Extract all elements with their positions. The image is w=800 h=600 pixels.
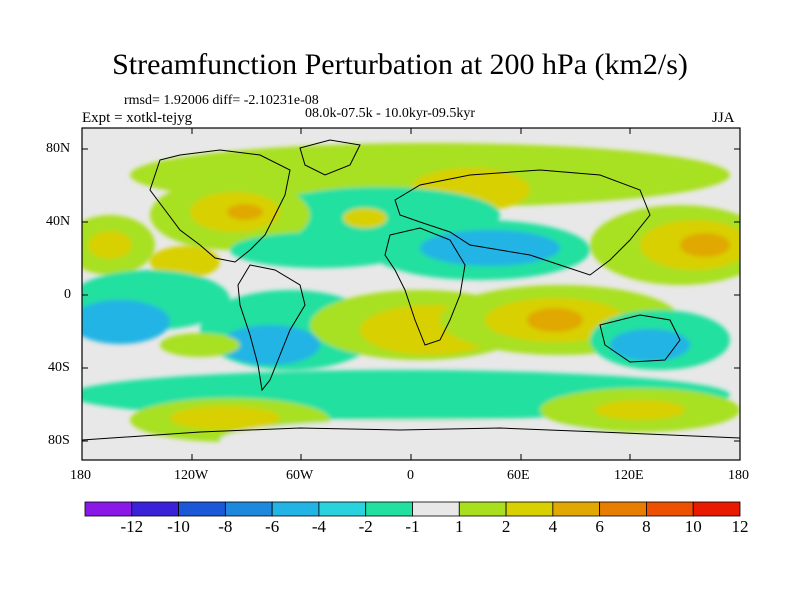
colorbar-swatch	[84, 501, 133, 517]
coast-africa	[384, 227, 466, 346]
colorbar-label: 2	[501, 517, 511, 536]
lat-label-40n: 40N	[46, 214, 71, 229]
lon-label-60w: 60W	[286, 468, 314, 483]
lon-label-180e: 180	[728, 468, 749, 483]
colorbar-swatch	[131, 501, 179, 517]
field-indian-pos-core	[527, 308, 583, 332]
colorbar-swatch	[224, 501, 273, 517]
rmsd-label: rmsd= 1.92006 diff= -2.10231e-08	[124, 93, 319, 108]
field-spacific-pos	[160, 333, 240, 357]
coastlines	[82, 139, 740, 441]
colorbar-label: -10	[167, 517, 190, 536]
field-pacific-pos-2	[150, 246, 220, 278]
field-trop-atlantic-neg	[230, 232, 410, 268]
colorbar-swatch	[599, 501, 647, 517]
coast-north-america	[149, 149, 291, 263]
field-samerica-neg-core	[220, 325, 320, 365]
field-southern-ocean-pos-core	[170, 406, 280, 430]
lat-label-80s: 80S	[48, 433, 70, 448]
contour-field	[82, 128, 740, 460]
colorbar-label: -4	[311, 517, 326, 536]
field-epacific-pos-core	[88, 231, 132, 259]
colorbar-swatch	[552, 501, 601, 517]
period-label: 08.0k-07.5k - 10.0kyr-09.5kyr	[305, 106, 476, 121]
coast-greenland	[299, 139, 361, 176]
colorbar-label: -2	[358, 517, 373, 536]
colorbar-label: 8	[642, 517, 651, 536]
colorbar-swatch	[271, 501, 320, 517]
colorbar-swatch	[412, 501, 460, 517]
lon-label-0: 0	[407, 468, 414, 483]
colorbar-label: -12	[120, 517, 144, 536]
colorbar-swatch	[505, 501, 554, 517]
lon-label-180w: 180	[70, 468, 91, 483]
field-southern-ocean-pos-2-core	[595, 400, 685, 420]
colorbar-swatch	[178, 501, 226, 517]
colorbar-label: -6	[265, 517, 280, 536]
field-namerica-pos-core	[227, 204, 263, 220]
colorbar-label: 12	[731, 517, 749, 536]
lat-label-40s: 40S	[48, 360, 70, 375]
axis-ticks	[81, 128, 741, 460]
field-atlantic-pos	[343, 208, 387, 228]
field-antarctic-neutral	[220, 420, 620, 460]
colorbar-label: -8	[218, 517, 233, 536]
expt-label: Expt = xotkl-tejyg	[82, 110, 193, 126]
lat-label-80n: 80N	[46, 141, 71, 156]
plot-title: Streamfunction Perturbation at 200 hPa (…	[112, 48, 688, 81]
coast-antarctica	[82, 427, 740, 441]
colorbar-label: 4	[548, 517, 558, 536]
lon-label-120e: 120E	[614, 468, 644, 483]
season-label: JJA	[712, 110, 735, 126]
colorbar	[84, 501, 741, 517]
colorbar-swatch	[646, 501, 694, 517]
lon-label-120w: 120W	[174, 468, 209, 483]
field-wpacific-pos-core	[680, 233, 730, 257]
colorbar-swatch	[458, 501, 507, 517]
coast-eurasia	[394, 169, 651, 276]
lat-label-0: 0	[64, 287, 71, 302]
coast-south-america	[237, 264, 306, 392]
colorbar-swatch	[318, 501, 367, 517]
colorbar-swatch	[692, 501, 741, 517]
coast-australia	[599, 314, 681, 363]
colorbar-label: 10	[684, 517, 702, 536]
field-spacific-neg	[82, 300, 170, 344]
colorbar-label: -1	[405, 517, 420, 536]
colorbar-label: 1	[455, 517, 464, 536]
lon-label-60e: 60E	[507, 468, 530, 483]
colorbar-label: 6	[595, 517, 604, 536]
colorbar-swatch	[365, 501, 413, 517]
